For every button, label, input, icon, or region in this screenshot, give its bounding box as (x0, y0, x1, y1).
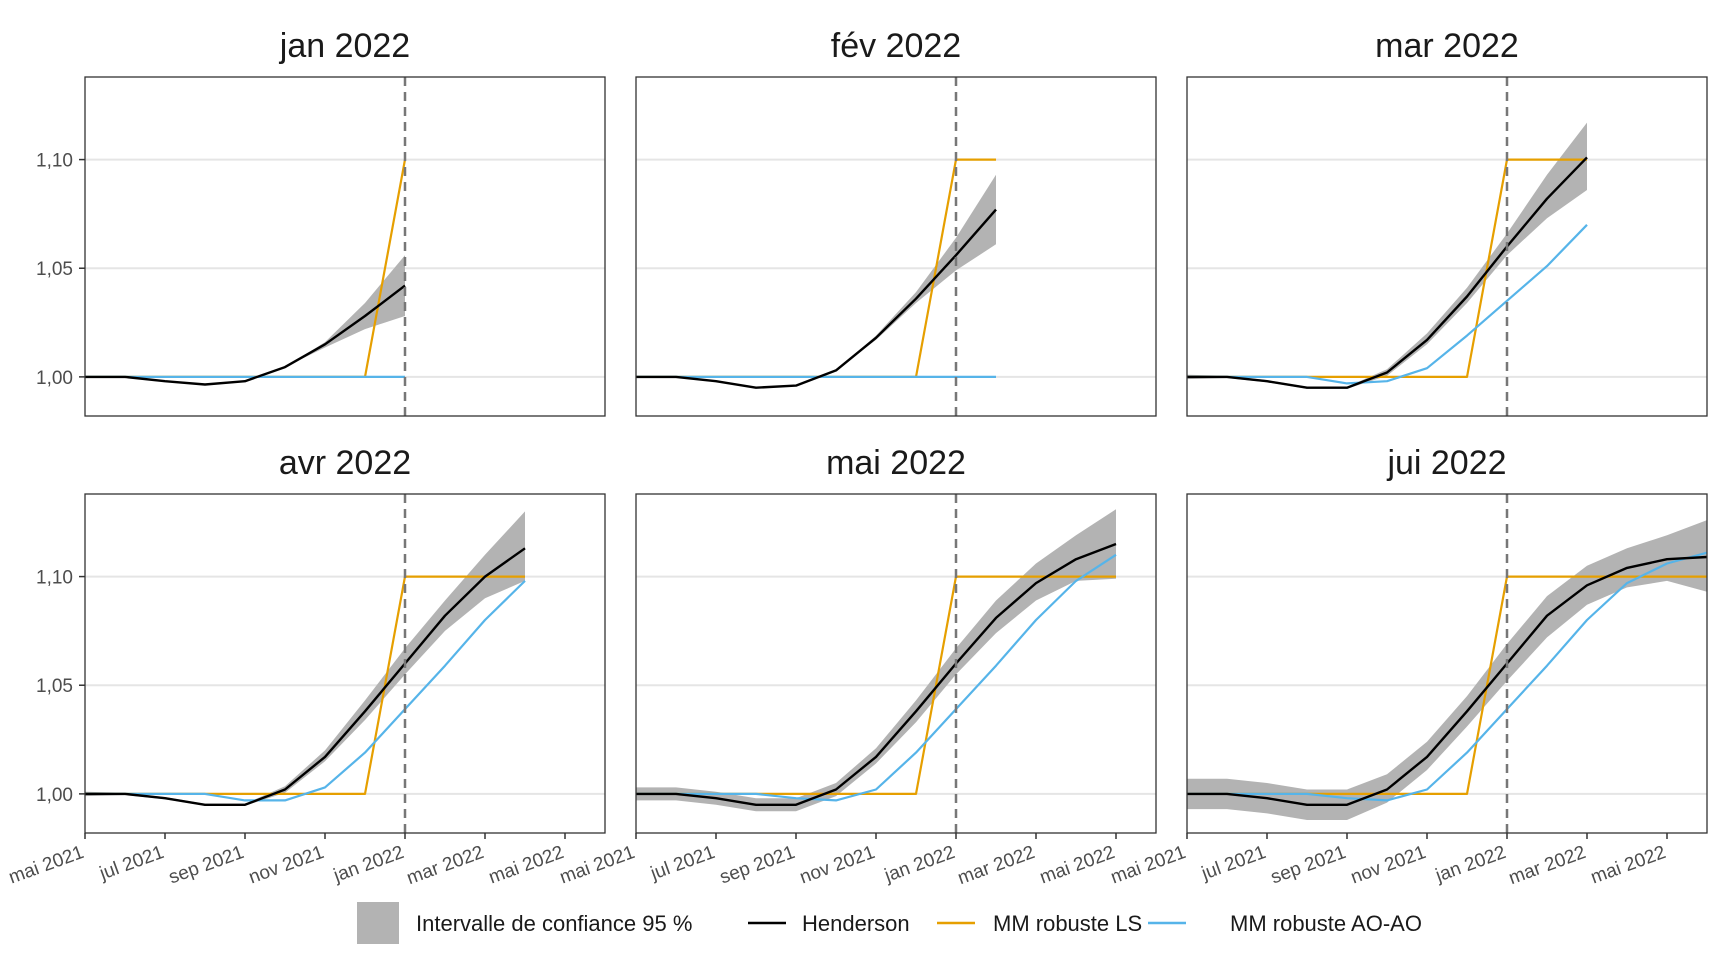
panel-title: mai 2022 (826, 444, 966, 482)
legend-item-ci: Intervalle de confiance 95 % (357, 902, 692, 944)
panel-title: fév 2022 (831, 27, 961, 65)
x-tick-label: sep 2021 (717, 842, 798, 888)
panel-5: mai 2022 mai 2021 jul 2021 sep 2021 nov 2021… (557, 444, 1157, 889)
y-tick-label: 1,05 (36, 676, 73, 697)
panel-6: jui 2022 mai 2021 jul 2021 sep 2021 nov 2021… (1108, 444, 1708, 889)
panel-title: jan 2022 (279, 27, 410, 65)
panel-border (84, 493, 606, 834)
panel-title: jui 2022 (1386, 444, 1506, 482)
legend-item-ao: MM robuste AO-AO (1148, 911, 1422, 936)
series-line-henderson (1187, 156, 1588, 389)
confidence-band (85, 511, 525, 806)
x-tick-label: nov 2021 (1348, 842, 1429, 888)
panel-title: avr 2022 (279, 444, 411, 482)
x-tick-label: jul 2021 (1198, 842, 1269, 885)
panel-border (84, 76, 606, 417)
x-tick-label: mar 2022 (955, 842, 1038, 889)
panel-border (635, 493, 1157, 834)
x-tick-label: sep 2021 (1268, 842, 1349, 888)
x-tick-label: nov 2021 (797, 842, 878, 888)
confidence-band (636, 509, 1116, 812)
panel-border (1186, 493, 1708, 834)
confidence-band (1187, 520, 1707, 820)
y-tick-label: 1,10 (36, 151, 73, 172)
series-line-ao (636, 553, 1117, 802)
x-tick-label: jan 2022 (1432, 842, 1509, 887)
legend-label: MM robuste LS (993, 911, 1142, 936)
series-line-ao (1187, 224, 1588, 385)
series-line-henderson (1187, 555, 1708, 806)
legend-label: MM robuste AO-AO (1230, 911, 1422, 936)
y-tick-label: 1,00 (36, 785, 73, 806)
y-tick-label: 1,00 (36, 368, 73, 389)
series-line-ao (1187, 551, 1708, 802)
x-tick-label: mai 2022 (486, 842, 567, 888)
panel-1: jan 2022 1,00 1,05 1,10 (36, 27, 606, 417)
y-tick-label: 1,05 (36, 259, 73, 280)
confidence-band (1187, 122, 1587, 389)
x-tick-label: mai 2021 (557, 842, 638, 888)
confidence-band (636, 174, 996, 388)
x-tick-label: mai 2022 (1037, 842, 1118, 888)
x-tick-label: jul 2021 (647, 842, 718, 885)
x-tick-label: jan 2022 (881, 842, 958, 887)
series-line-henderson (85, 547, 526, 806)
x-tick-label: mai 2021 (1108, 842, 1189, 888)
series-line-henderson (85, 284, 406, 386)
panel-title: mar 2022 (1375, 27, 1519, 65)
x-tick-label: mai 2021 (6, 842, 87, 888)
series-line-henderson (636, 542, 1117, 806)
series-line-ao (85, 580, 526, 802)
x-tick-label: mar 2022 (1506, 842, 1589, 889)
legend-item-henderson: Henderson (748, 911, 910, 936)
panel-3: mar 2022 (1186, 27, 1708, 417)
confidence-band (85, 255, 405, 385)
x-tick-label: mai 2022 (1588, 842, 1669, 888)
legend-item-ls: MM robuste LS (937, 911, 1142, 936)
panel-border (635, 76, 1157, 417)
y-tick-label: 1,10 (36, 568, 73, 589)
panel-2: fév 2022 (635, 27, 1157, 417)
legend-label: Intervalle de confiance 95 % (416, 911, 692, 936)
legend-label: Henderson (802, 911, 910, 936)
x-tick-label: mar 2022 (404, 842, 487, 889)
x-tick-label: sep 2021 (166, 842, 247, 888)
panel-4: avr 2022 1,00 1,05 1,10 mai 2021 jul 2021 sep … (6, 444, 606, 889)
x-tick-label: jan 2022 (330, 842, 407, 887)
legend: Intervalle de confiance 95 % Henderson MM … (357, 902, 1422, 944)
x-tick-label: nov 2021 (246, 842, 327, 888)
x-tick-label: jul 2021 (96, 842, 167, 885)
series-line-henderson (636, 208, 997, 389)
legend-swatch (357, 902, 399, 944)
panel-border (1186, 76, 1708, 417)
